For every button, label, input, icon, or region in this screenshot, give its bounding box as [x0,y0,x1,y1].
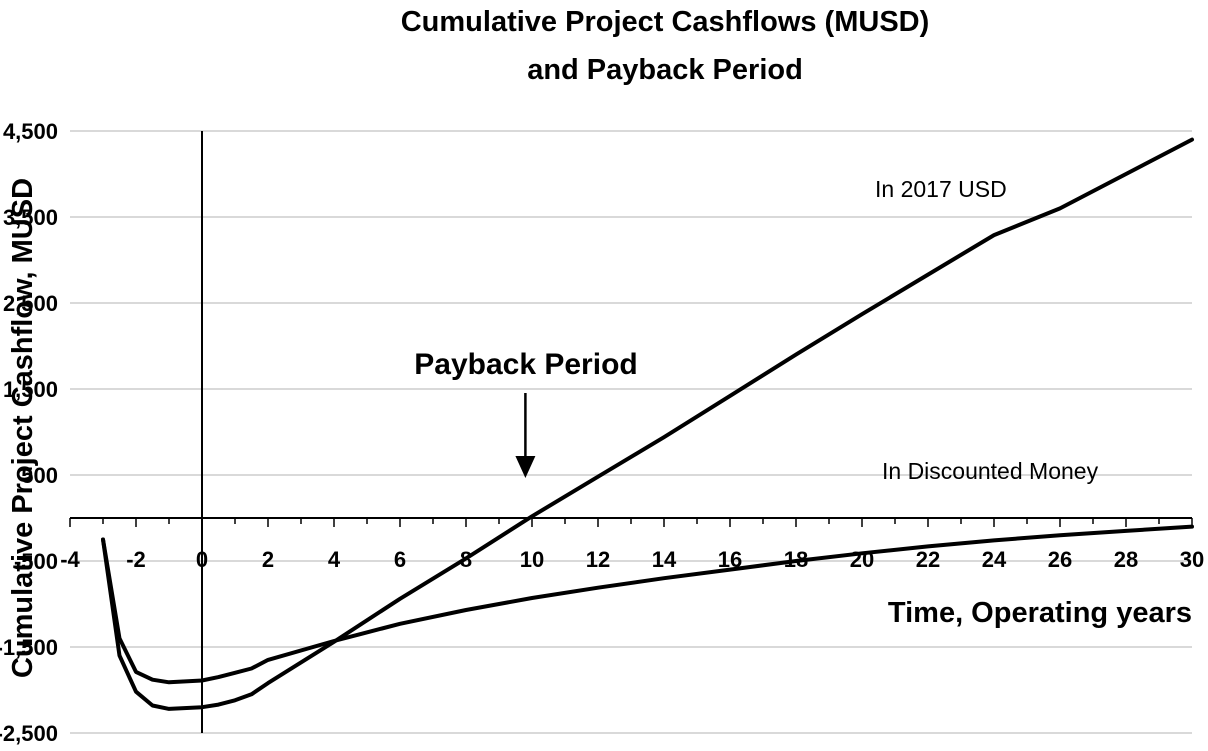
x-tick-label: 14 [652,547,677,572]
series-line-discounted [101,524,1194,685]
chart-title: Cumulative Project Cashflows (MUSD) [401,6,930,38]
series-line-usd-2017 [101,137,1194,711]
series-group [101,137,1194,711]
y-tick-label: -500 [14,549,58,574]
x-tick-label: 28 [1114,547,1138,572]
x-tick-label: 24 [982,547,1007,572]
y-tick-label: 3,500 [3,205,58,230]
y-tick-label: -1,500 [0,635,58,660]
y-tick-label: 2,500 [3,291,58,316]
x-tick-label: -4 [60,547,80,572]
y-tick-label: 4,500 [3,119,58,144]
y-tick-labels: 4,500 3,500 2,500 1,500 500 -500 -1,500 -2,500 [0,119,58,746]
x-tick-label: 26 [1048,547,1072,572]
grid-lines [70,130,1192,734]
x-axis-label: Time, Operating years [888,597,1192,629]
x-tick-label: 4 [328,547,341,572]
y-tick-label: -2,500 [0,721,58,746]
x-tick-label: -2 [126,547,146,572]
x-tick-label: 12 [586,547,610,572]
x-tick-label: 22 [916,547,940,572]
x-tick-label: 10 [520,547,544,572]
y-tick-label: 1,500 [3,377,58,402]
x-axis [69,517,1193,527]
payback-arrow-head [515,456,536,478]
chart-subtitle: and Payback Period [527,54,803,86]
payback-period-label: Payback Period [414,348,637,381]
x-tick-label: 2 [262,547,274,572]
x-tick-label: 6 [394,547,406,572]
series-label-2017-usd: In 2017 USD [875,176,1007,202]
x-tick-label: 30 [1180,547,1204,572]
payback-arrow-icon [515,393,536,478]
y-axis-label: Cumulative Project Cashflow, MUSD [7,178,39,678]
x-tick-labels: -4-2024681012141618202224262830 [60,547,1204,572]
y-tick-label: 500 [21,463,58,488]
series-label-discounted: In Discounted Money [882,458,1099,484]
